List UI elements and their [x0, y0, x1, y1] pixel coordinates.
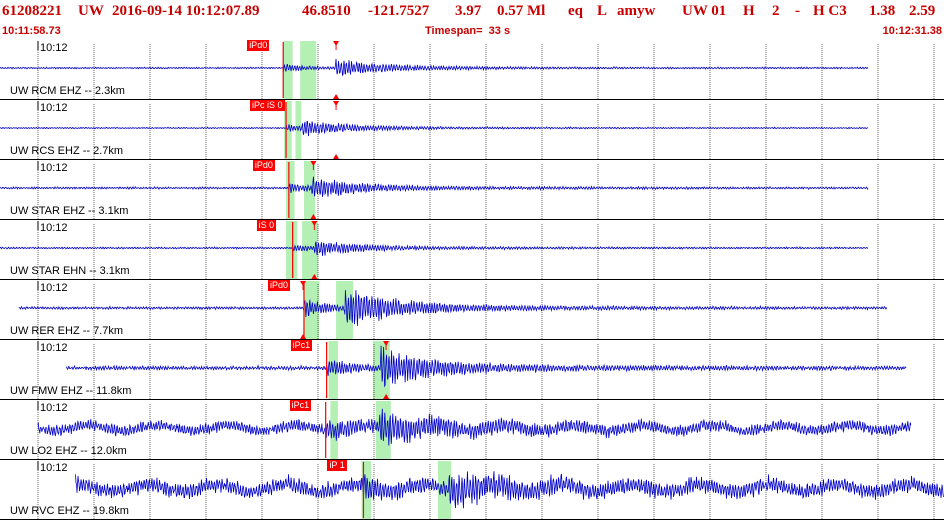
station-channel-label: UW STAR EHN -- 3.1km — [10, 265, 130, 277]
phase-pick-label: iP 1 — [327, 460, 347, 471]
pick-marker — [333, 154, 340, 159]
quality-code: H C3 — [813, 3, 847, 19]
waveform-trace — [37, 408, 912, 446]
panel-time-label: 10:12 — [40, 162, 68, 174]
analysis-window — [286, 221, 298, 279]
quality-h: H — [743, 3, 755, 19]
station-channel-label: UW RCM EHZ -- 2.3km — [10, 85, 125, 97]
waveform-trace — [0, 176, 869, 197]
waveform-trace — [18, 290, 888, 326]
phase-pick-label: iPc1 — [290, 340, 313, 351]
analysis-window — [330, 401, 338, 459]
waveform-trace — [75, 471, 944, 509]
network: UW — [78, 3, 104, 19]
station-channel-label: UW RVC EHZ -- 19.8km — [10, 505, 129, 517]
header-value-1: 1.38 — [869, 3, 896, 19]
phase-pick-label: iPd0 — [267, 280, 290, 291]
source: UW 01 — [682, 3, 727, 19]
analysis-window — [328, 341, 338, 399]
analysis-window — [336, 281, 354, 339]
origin-time: 2016-09-14 10:12:07.89 — [112, 3, 260, 19]
waveform-trace — [0, 241, 869, 256]
panel-time-label: 10:12 — [40, 402, 68, 414]
waveform-trace — [65, 345, 907, 388]
window-start-time: 10:11:58.73 — [2, 25, 61, 37]
event-summary-line: 61208221 UW 2016-09-14 10:12:07.89 46.85… — [0, 3, 944, 23]
timespan-label: Timespan= 33 s — [425, 25, 511, 37]
pick-marker — [311, 274, 318, 279]
station-channel-label: UW LO2 EHZ -- 12.0km — [10, 445, 127, 457]
panel-time-label: 10:12 — [40, 462, 68, 474]
panel-time-label: 10:12 — [40, 42, 68, 54]
latitude: 46.8510 — [302, 3, 351, 19]
analysis-window — [286, 161, 295, 219]
quality-dash: - — [795, 3, 800, 19]
phase-pick-label: iPc iS 0 — [250, 100, 285, 111]
header-value-2: 2.59 — [909, 3, 936, 19]
panel-time-label: 10:12 — [40, 102, 68, 114]
waveform-canvas — [0, 41, 944, 520]
panel-time-label: 10:12 — [40, 342, 68, 354]
station-channel-label: UW RCS EHZ -- 2.7km — [10, 145, 124, 157]
station-channel-label: UW FMW EHZ -- 11.8km — [10, 385, 132, 397]
author: amyw — [617, 3, 656, 19]
station-channel-label: UW RER EHZ -- 7.7km — [10, 325, 124, 337]
phase-pick-label: iPc1 — [289, 400, 312, 411]
window-end-time: 10:12:31.38 — [882, 25, 942, 37]
waveform-trace — [0, 121, 869, 137]
depth: 3.97 — [455, 3, 482, 19]
event-flag: L — [597, 3, 608, 19]
panel-time-label: 10:12 — [40, 222, 68, 234]
pick-marker — [383, 394, 390, 399]
analysis-window — [300, 41, 317, 99]
pick-marker — [333, 94, 340, 99]
analysis-window — [284, 101, 292, 159]
phase-pick-label: iPd0 — [252, 160, 275, 171]
analysis-window — [283, 41, 293, 99]
seismogram-panels: 10:12 UW RCM EHZ -- 2.3km iPd0 10:12 UW RCS … — [0, 40, 944, 520]
event-id: 61208221 — [2, 3, 62, 19]
event-header: 61208221 UW 2016-09-14 10:12:07.89 46.85… — [0, 0, 944, 40]
magnitude: 0.57 Ml — [497, 3, 546, 19]
waveform-trace — [0, 58, 868, 77]
pick-marker — [310, 214, 317, 219]
phase-pick-label: iPd0 — [247, 40, 270, 51]
quality-number: 2 — [772, 3, 780, 19]
station-channel-label: UW STAR EHZ -- 3.1km — [10, 205, 129, 217]
phase-pick-label: iS 0 — [256, 220, 277, 231]
panel-time-label: 10:12 — [40, 282, 68, 294]
analysis-window — [302, 221, 319, 279]
event-type: eq — [568, 3, 583, 19]
pick-marker — [300, 334, 307, 339]
longitude: -121.7527 — [368, 3, 430, 19]
